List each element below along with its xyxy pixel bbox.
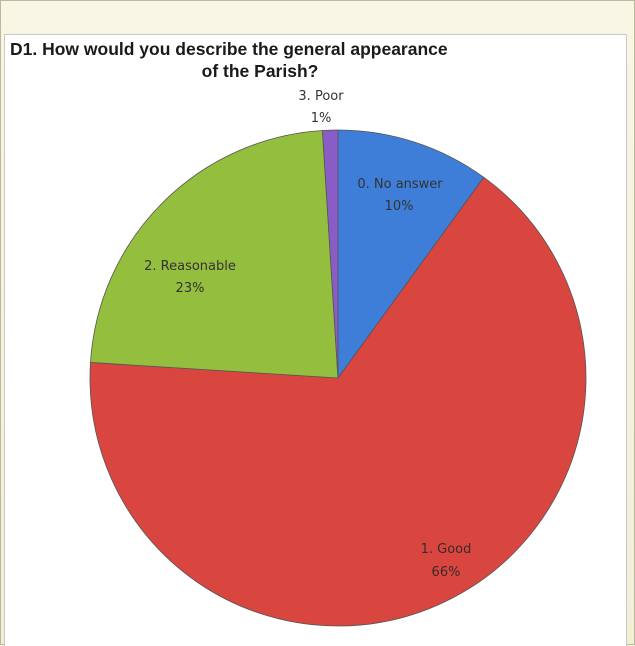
slice-good: [89, 176, 587, 627]
label-no-answer-percent: 10%: [385, 199, 414, 214]
label-poor-category: 3. Poor: [298, 89, 344, 104]
label-good-percent: 66%: [432, 565, 461, 580]
slice-no-answer: [337, 129, 485, 380]
slice-poor: [322, 129, 339, 379]
label-reasonable-category: 2. Reasonable: [144, 259, 236, 274]
chart-title-line1: D1. How would you describe the general a…: [10, 39, 448, 59]
chart-title: D1. How would you describe the general a…: [10, 38, 510, 82]
chart-title-line2: of the Parish?: [201, 61, 319, 81]
label-reasonable-percent: 23%: [176, 281, 205, 296]
label-poor-percent: 1%: [311, 111, 332, 126]
label-no-answer-category: 0. No answer: [357, 177, 443, 192]
label-good-category: 1. Good: [421, 542, 472, 557]
slice-reasonable: [90, 130, 339, 379]
